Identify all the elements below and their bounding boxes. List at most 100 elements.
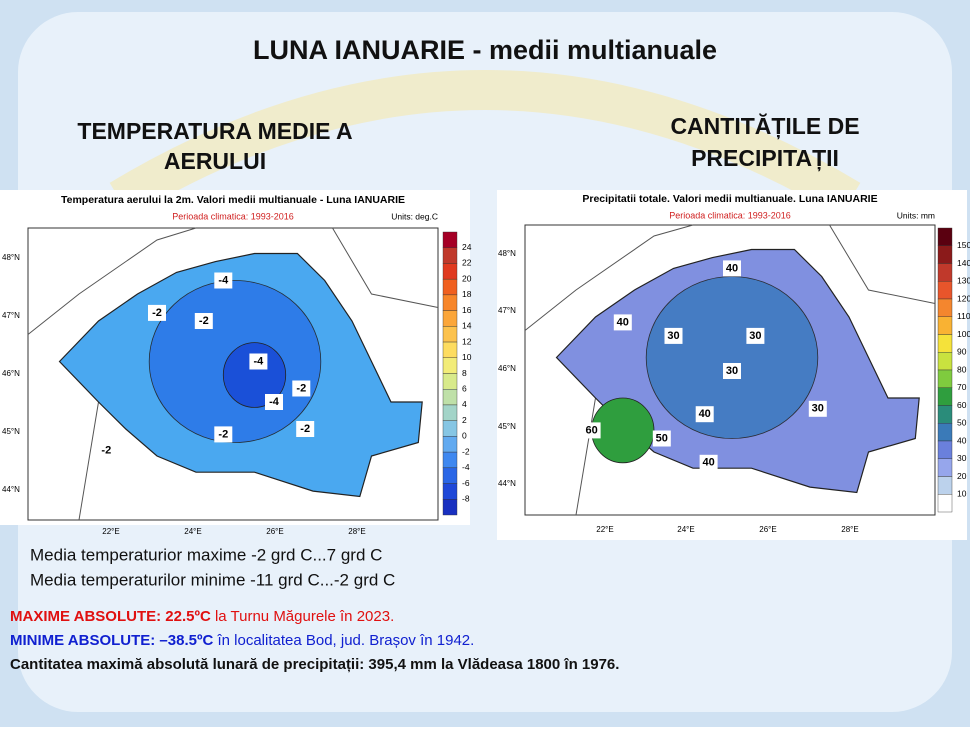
map-title: Temperatura aerului la 2m. Valori medii … xyxy=(61,194,405,206)
colorbar-cell xyxy=(937,387,953,406)
colorbar-cell xyxy=(442,278,458,296)
colorbar-cell xyxy=(937,405,953,424)
contour-label: -2 xyxy=(199,315,209,327)
lon-label: 22°E xyxy=(596,525,613,534)
contour-label-bg xyxy=(148,304,166,321)
colorbar-cell xyxy=(442,326,458,343)
contour-label-bg xyxy=(723,260,741,277)
neighbor-border xyxy=(78,401,99,521)
colorbar-tick: -6 xyxy=(462,478,470,488)
map-units: Units: mm xyxy=(897,210,935,220)
colorbar-tick: 130 xyxy=(957,276,970,286)
colorbar-tick: 10 xyxy=(957,489,967,499)
contour-label-bg xyxy=(292,380,311,397)
decor-arc xyxy=(109,70,861,218)
colorbar-cell xyxy=(937,352,953,371)
colorbar-cell xyxy=(442,341,458,358)
contour-label: -2 xyxy=(296,382,306,394)
contour-label: 40 xyxy=(617,316,629,328)
colorbar-cell xyxy=(442,310,458,327)
colorbar-tick: 20 xyxy=(462,273,472,283)
contour-label: 30 xyxy=(812,403,824,415)
lat-label: 47°N xyxy=(498,306,516,315)
contour-label: 40 xyxy=(699,408,711,420)
max-abs-text: la Turnu Măgurele în 2023. xyxy=(211,608,394,625)
lat-label: 47°N xyxy=(2,311,20,320)
colorbar-tick: 80 xyxy=(957,364,967,374)
contour-label: -4 xyxy=(254,355,265,367)
colorbar-cell xyxy=(937,281,953,300)
contour-label-bg xyxy=(652,430,671,447)
contour-label: 40 xyxy=(726,262,738,274)
contour-label: -2 xyxy=(152,307,162,319)
max-abs: MAXIME ABSOLUTE: 22.5ºC la Turnu Măgurel… xyxy=(10,608,394,625)
region xyxy=(591,397,655,464)
lon-label: 28°E xyxy=(841,525,858,534)
map-units: Units: deg.C xyxy=(391,211,438,221)
colorbar-tick: 6 xyxy=(462,383,467,393)
min-abs: MINIME ABSOLUTE: –38.5ºC în localitatea … xyxy=(10,632,474,649)
contour-label-bg xyxy=(613,314,632,331)
colorbar-cell xyxy=(442,451,458,469)
colorbar-cell xyxy=(442,231,458,248)
colorbar-cell xyxy=(442,389,458,406)
lon-label: 26°E xyxy=(266,527,283,536)
map-subtitle: Perioada climatica: 1993-2016 xyxy=(172,211,294,221)
contour-label-bg xyxy=(746,327,765,344)
colorbar-cell xyxy=(937,476,953,495)
contour-label-bg xyxy=(664,327,683,344)
contour-label-bg xyxy=(699,454,718,471)
left-heading: TEMPERATURA MEDIE A xyxy=(77,118,352,144)
neighbor-border xyxy=(27,227,197,335)
colorbar-tick: -8 xyxy=(462,494,470,504)
colorbar-tick: 50 xyxy=(957,418,967,428)
contour-label: 40 xyxy=(702,457,714,469)
maps: Temperatura aerului la 2m. Valori medii … xyxy=(0,190,970,540)
colorbar-tick: 10 xyxy=(462,352,472,362)
colorbar-tick: 2 xyxy=(462,415,467,425)
colorbar-cell xyxy=(937,298,953,317)
contour-label-bg xyxy=(97,442,116,459)
colorbar-cell xyxy=(937,227,953,246)
colorbar-cell xyxy=(442,294,458,311)
colorbar-tick: 0 xyxy=(462,431,467,441)
lon-label: 28°E xyxy=(348,527,365,536)
neighbor-border xyxy=(332,227,439,308)
min-abs-label: MINIME ABSOLUTE: –38.5ºC xyxy=(10,632,213,649)
region xyxy=(222,342,287,408)
colorbar-tick: 90 xyxy=(957,347,967,357)
lon-label: 24°E xyxy=(677,525,694,534)
colorbar-tick: 60 xyxy=(957,400,967,410)
contour-label: -4 xyxy=(269,396,280,408)
lat-label: 46°N xyxy=(2,369,20,378)
max-abs-label: MAXIME ABSOLUTE: 22.5ºC xyxy=(10,608,211,625)
contour-label: -2 xyxy=(218,428,228,440)
colorbar-cell xyxy=(937,494,953,513)
colorbar-cell xyxy=(442,263,458,280)
lat-label: 45°N xyxy=(2,427,20,436)
contour-label: -4 xyxy=(218,274,229,286)
colorbar-tick: 30 xyxy=(957,453,967,463)
colorbar-tick: 110 xyxy=(957,311,970,321)
map-title: Precipitatii totale. Valori medii multia… xyxy=(582,193,877,205)
colorbar-tick: 12 xyxy=(462,336,472,346)
colorbar-tick: -4 xyxy=(462,462,470,472)
colorbar-tick: 40 xyxy=(957,435,967,445)
colorbar-tick: 16 xyxy=(462,305,472,315)
colorbar-cell xyxy=(442,247,458,264)
neighbor-border xyxy=(829,224,936,304)
contour-label-bg xyxy=(296,421,315,437)
contour-label: -2 xyxy=(101,445,111,457)
neighbor-border xyxy=(524,224,694,331)
lat-label: 45°N xyxy=(498,422,516,431)
contour-label: -2 xyxy=(300,423,310,435)
lat-label: 48°N xyxy=(2,253,20,262)
contour-label-bg xyxy=(214,272,233,289)
colorbar-cell xyxy=(442,483,458,500)
contour-label-bg xyxy=(723,363,741,379)
lat-label: 44°N xyxy=(2,485,20,494)
contour-label: 30 xyxy=(726,365,738,377)
right-heading: PRECIPITAȚII xyxy=(691,145,839,171)
contour-label: 60 xyxy=(585,424,597,436)
contour-label: 30 xyxy=(667,330,679,342)
